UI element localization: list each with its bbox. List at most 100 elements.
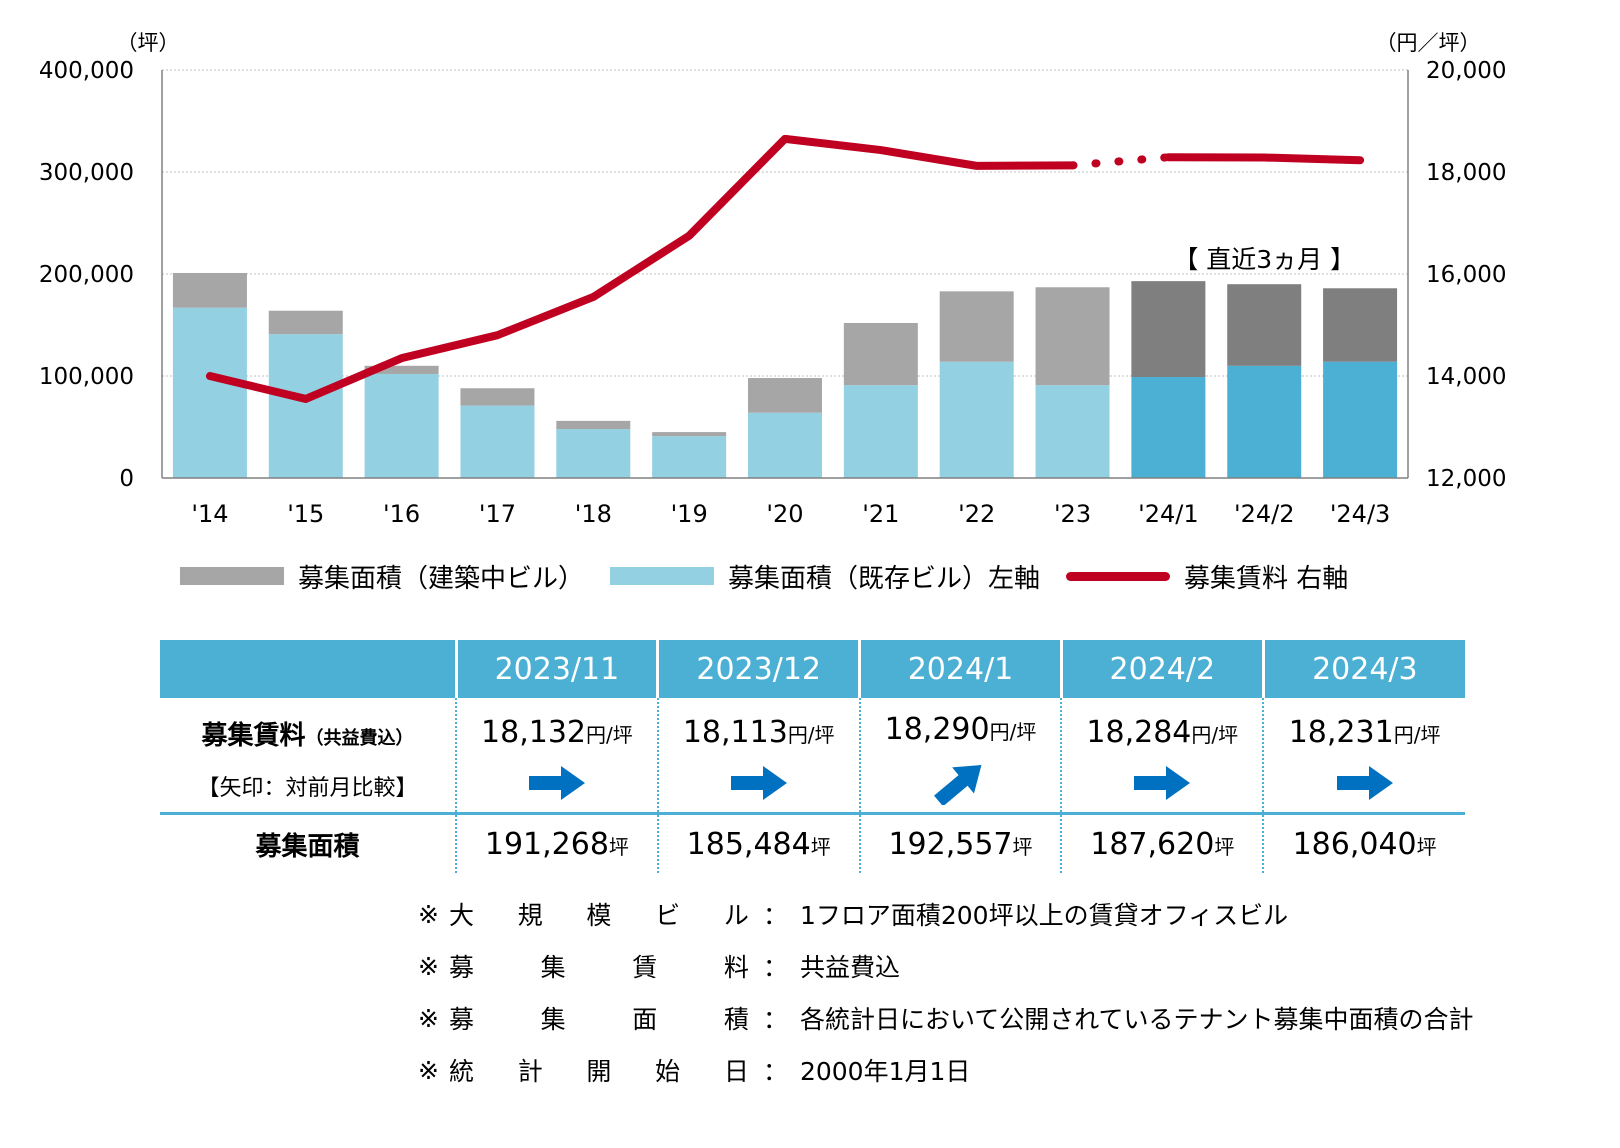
x-tick-label: '17	[479, 500, 516, 528]
area-cell: 185,484坪	[656, 812, 860, 873]
area-cell: 192,557坪	[858, 812, 1062, 873]
footnote-label-char: ビ	[655, 901, 681, 930]
axis-labels: 0 100,000 200,000 300,000 400,000 12,000 14,00…	[39, 31, 1507, 528]
arrow-right-icon	[730, 766, 787, 800]
bar-existing	[939, 361, 1014, 478]
footnote-label-char: 大	[448, 901, 474, 930]
area-row-header: 募集面積	[160, 812, 456, 873]
axes	[161, 70, 1409, 479]
legend-swatch-existing	[610, 567, 715, 585]
footnote-label-char: 面	[632, 1005, 658, 1034]
y-left-tick-label: 200,000	[39, 262, 134, 288]
x-tick-label: '22	[958, 500, 995, 528]
rent-value: 18,113	[682, 715, 788, 750]
rent-note: 【矢印：対前月比較】	[197, 776, 418, 801]
y-right-tick-label: 16,000	[1426, 262, 1506, 288]
gridlines	[162, 69, 1408, 377]
rent-row: 募集賃料（共益費込） 【矢印：対前月比較】 18,132円/坪 18,113円/…	[160, 698, 1465, 815]
footnotes: ※ 大規模ビル： 1フロア面積200坪以上の賃貸オフィスビル ※ 募集賃料：共益費込 ※ 募…	[418, 888, 1473, 1096]
y-left-tick-label: 100,000	[39, 364, 134, 390]
rent-value: 18,290	[884, 712, 990, 747]
arrow-right-icon	[528, 766, 585, 800]
rent-line	[205, 134, 1077, 403]
area-value: 192,557	[888, 826, 1013, 862]
legend-swatch-construction	[180, 567, 284, 585]
rent-unit: 円/坪	[787, 723, 835, 747]
rent-cell: 18,284円/坪	[1060, 698, 1264, 815]
bar-construction	[556, 420, 631, 430]
bar-construction	[172, 272, 247, 308]
footnote-mark: ※	[418, 1055, 439, 1085]
footnote-separator: ：	[762, 1057, 788, 1086]
bar-existing	[1227, 365, 1302, 478]
rent-value: 18,284	[1086, 715, 1192, 750]
footnote-line: ※ 大 規 模 ビ ル ： 1フロア面積200坪以上の賃貸オフィスビル	[418, 888, 1473, 940]
table-header-row: 2023/11 2023/12 2024/1 2024/2 2024/3	[160, 640, 1465, 698]
x-tick-label: '24/2	[1234, 500, 1295, 528]
y-left-unit: （坪）	[117, 31, 180, 55]
footnote-separator: ：	[762, 1005, 788, 1034]
footnote-label-char: 統	[448, 1057, 474, 1086]
footnote-label-char: 募	[448, 953, 474, 982]
x-tick-label: '24/3	[1330, 500, 1391, 528]
bar-existing	[1035, 385, 1110, 478]
x-tick-label: '20	[766, 500, 803, 528]
area-cell: 186,040坪	[1262, 812, 1465, 873]
footnote-mark: ※	[418, 899, 439, 929]
area-unit: 坪	[608, 834, 629, 859]
x-tick-label: '19	[671, 500, 708, 528]
footnote-line: ※ 募 集 面 積 ： 各統計日において公開されているテナント募集中面積の合計	[418, 992, 1473, 1044]
x-tick-label: '18	[575, 500, 612, 528]
bar-construction	[652, 432, 727, 437]
area-cell: 187,620坪	[1060, 812, 1264, 873]
x-tick-label: '16	[383, 500, 420, 528]
table-header-month: 2023/12	[656, 640, 860, 698]
rent-subtitle: （共益費込）	[305, 728, 414, 749]
legend-item-rent: 募集賃料 右軸	[1066, 558, 1348, 595]
bar-existing	[1323, 361, 1398, 478]
footnote-label-char: 規	[517, 901, 543, 930]
bar-existing	[843, 385, 918, 478]
monthly-summary-table: 2023/11 2023/12 2024/1 2024/2 2024/3 募集賃…	[160, 640, 1465, 873]
table-header-corner	[160, 640, 456, 698]
x-tick-label: '21	[862, 500, 899, 528]
footnote-separator: ：	[762, 901, 788, 930]
bar-construction	[748, 378, 822, 413]
rent-cell: 18,113円/坪	[656, 698, 860, 815]
y-left-tick-label: 400,000	[39, 58, 134, 84]
bar-construction	[460, 388, 535, 406]
arrow-up-right-icon	[934, 765, 982, 805]
bar-construction	[939, 291, 1014, 362]
bar-existing	[364, 373, 439, 478]
vacancy-rent-chart: 0 100,000 200,000 300,000 400,000 12,000 14,00…	[39, 31, 1507, 528]
footnote-label-char: 料	[723, 953, 749, 982]
rent-cell: 18,290円/坪	[858, 698, 1062, 815]
legend-swatch-rent	[1066, 571, 1171, 581]
rent-row-header: 募集賃料（共益費込） 【矢印：対前月比較】	[160, 698, 456, 815]
legend-label-existing: 募集面積（既存ビル）左軸	[728, 563, 1041, 594]
footnote-label-char: 始	[655, 1057, 681, 1086]
bar-existing	[1131, 377, 1206, 478]
x-tick-label: '23	[1054, 500, 1091, 528]
bar-construction	[1323, 288, 1398, 362]
footnote-label-char: 積	[723, 1005, 749, 1034]
recent-months-annotation: 【 直近3ヵ月 】	[1173, 245, 1355, 274]
table-header-month: 2024/3	[1261, 640, 1465, 698]
area-unit: 坪	[1012, 834, 1033, 859]
rent-title: 募集賃料	[201, 721, 306, 751]
footnote-label-char: ル	[723, 901, 749, 930]
footnote-value: 2000年1月1日	[799, 1057, 971, 1086]
legend-label-rent: 募集賃料 右軸	[1184, 563, 1349, 594]
area-value: 191,268	[484, 826, 609, 862]
y-right-tick-label: 20,000	[1426, 58, 1506, 84]
footnote-label-char: 集	[540, 1005, 566, 1034]
rent-unit: 円/坪	[1191, 723, 1239, 747]
legend-item-existing: 募集面積（既存ビル）左軸	[610, 558, 1040, 595]
area-value: 185,484	[686, 826, 811, 862]
rent-cell: 18,231円/坪	[1262, 698, 1465, 815]
footnote-label: 統計開始日	[449, 1052, 763, 1088]
area-value: 186,040	[1292, 826, 1417, 862]
bar-existing	[556, 429, 631, 478]
footnote-label: 大規模ビル	[449, 896, 763, 932]
table-header-month: 2024/1	[858, 640, 1062, 698]
